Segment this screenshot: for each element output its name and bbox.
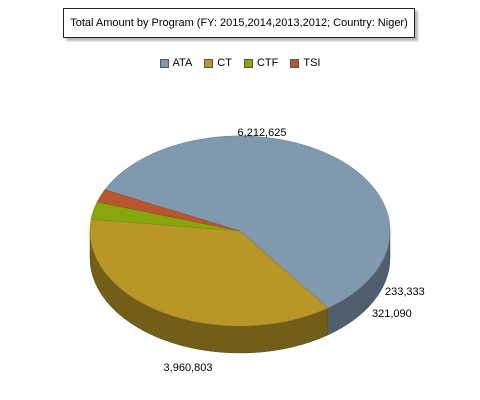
legend-label-ata: ATA	[172, 57, 193, 69]
data-label-ct: 3,960,803	[164, 362, 213, 374]
legend-label-ctf: CTF	[256, 57, 279, 69]
legend-swatch-ata	[159, 58, 169, 68]
legend: ATA CT CTF TSI	[0, 57, 480, 69]
legend-label-ct: CT	[217, 57, 232, 69]
legend-swatch-ct	[204, 58, 214, 68]
legend-item-ct: CT	[204, 57, 232, 69]
legend-swatch-ctf	[243, 58, 253, 68]
legend-item-ctf: CTF	[243, 57, 279, 69]
legend-item-ata: ATA	[159, 57, 193, 69]
chart-title: Total Amount by Program (FY: 2015,2014,2…	[63, 8, 415, 38]
data-label-ata: 6,212,625	[238, 127, 287, 139]
data-label-ctf: 321,090	[372, 308, 412, 320]
data-label-tsi: 233,333	[385, 286, 425, 298]
legend-item-tsi: TSI	[290, 57, 320, 69]
pie-slice-tsi	[96, 189, 241, 232]
legend-swatch-tsi	[290, 58, 300, 68]
pie-slice-ct	[89, 218, 329, 327]
pie-slice-ata	[104, 135, 391, 309]
legend-label-tsi: TSI	[303, 57, 321, 69]
